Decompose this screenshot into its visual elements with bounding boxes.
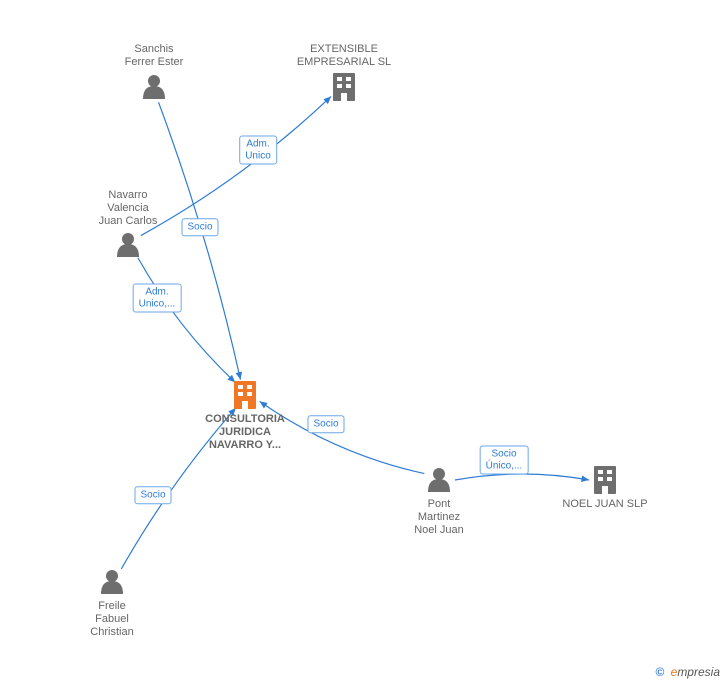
edge-label-e4: Socio xyxy=(307,415,344,433)
edge-label-e6: Socio xyxy=(134,486,171,504)
node-extensible[interactable] xyxy=(333,73,355,101)
node-main[interactable] xyxy=(234,381,256,409)
node-label-extensible: EXTENSIBLE EMPRESARIAL SL xyxy=(297,43,391,69)
building-icon xyxy=(594,466,616,494)
building-icon xyxy=(333,73,355,101)
edge-label-e3: Adm. Unico,... xyxy=(133,284,182,313)
node-pont[interactable] xyxy=(428,468,450,492)
copyright-symbol: © xyxy=(655,665,664,679)
node-label-main: CONSULTORIA JURIDICA NAVARRO Y... xyxy=(205,413,285,453)
edge-e5 xyxy=(455,474,589,480)
diagram-canvas xyxy=(0,0,728,685)
node-sanchis[interactable] xyxy=(143,75,165,99)
node-label-navarro: Navarro Valencia Juan Carlos xyxy=(99,189,158,229)
node-label-freile: Freile Fabuel Christian xyxy=(90,600,133,640)
edge-label-e1: Adm. Unico xyxy=(239,136,277,165)
node-navarro[interactable] xyxy=(117,233,139,257)
person-icon xyxy=(101,570,123,594)
node-label-pont: Pont Martinez Noel Juan xyxy=(414,498,464,538)
edge-e3 xyxy=(138,258,235,383)
node-label-noel: NOEL JUAN SLP xyxy=(562,498,647,511)
watermark: © empresia xyxy=(655,665,720,679)
building-icon xyxy=(234,381,256,409)
person-icon xyxy=(143,75,165,99)
person-icon xyxy=(428,468,450,492)
brand-name: empresia xyxy=(671,665,720,679)
person-icon xyxy=(117,233,139,257)
edge-label-e5: Socio Único,... xyxy=(480,446,529,475)
node-noel[interactable] xyxy=(594,466,616,494)
node-freile[interactable] xyxy=(101,570,123,594)
node-label-sanchis: Sanchis Ferrer Ester xyxy=(125,43,184,69)
edge-e2 xyxy=(159,102,241,379)
edge-e1 xyxy=(141,96,331,235)
edge-label-e2: Socio xyxy=(181,218,218,236)
